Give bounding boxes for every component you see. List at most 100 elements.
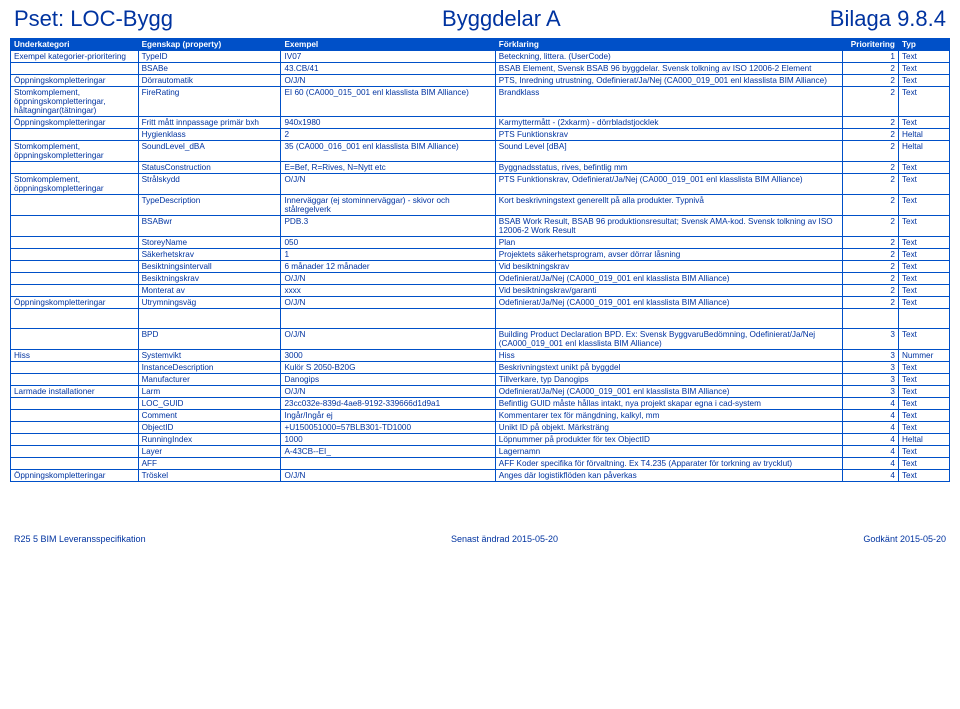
table-row: ManufacturerDanogipsTillverkare, typ Dan… <box>11 374 950 386</box>
table-row <box>11 309 950 329</box>
cell: Strålskydd <box>138 174 281 195</box>
cell: Text <box>898 273 949 285</box>
cell <box>11 410 139 422</box>
table-row: Stomkomplement, öppningskompletteringarS… <box>11 174 950 195</box>
cell: Text <box>898 174 949 195</box>
table-row: AFF AFF Koder specifika för förvaltning. … <box>11 458 950 470</box>
cell: Öppningskompletteringar <box>11 470 139 482</box>
table-body: Exempel kategorier-prioriteringTypeIDIV0… <box>11 51 950 482</box>
table-row: Stomkomplement, öppningskompletteringarS… <box>11 141 950 162</box>
cell: Text <box>898 195 949 216</box>
cell <box>11 446 139 458</box>
table-row: ÖppningskompletteringarTröskelO/J/NAnges… <box>11 470 950 482</box>
header-row: Underkategori Egenskap (property) Exempe… <box>11 39 950 51</box>
cell: Karmyttermått - (2xkarm) - dörrbladstjoc… <box>495 117 842 129</box>
cell: Comment <box>138 410 281 422</box>
cell: 2 <box>842 237 898 249</box>
cell: Öppningskompletteringar <box>11 297 139 309</box>
cell: AFF <box>138 458 281 470</box>
cell: Odefinierat/Ja/Nej (CA000_019_001 enl kl… <box>495 386 842 398</box>
cell <box>11 162 139 174</box>
cell: 2 <box>842 261 898 273</box>
cell <box>11 63 139 75</box>
cell: Text <box>898 374 949 386</box>
cell <box>11 216 139 237</box>
cell: Heltal <box>898 141 949 162</box>
cell: Text <box>898 470 949 482</box>
cell: Text <box>898 261 949 273</box>
cell: Besiktningskrav <box>138 273 281 285</box>
title-right: Bilaga 9.8.4 <box>830 6 946 32</box>
cell: Hygienklass <box>138 129 281 141</box>
cell: Text <box>898 51 949 63</box>
cell: SoundLevel_dBA <box>138 141 281 162</box>
cell <box>11 129 139 141</box>
cell: Heltal <box>898 129 949 141</box>
cell: O/J/N <box>281 273 495 285</box>
cell: Text <box>898 398 949 410</box>
table-row: Larmade installationerLarmO/J/NOdefinier… <box>11 386 950 398</box>
table-row: Hygienklass2PTS Funktionskrav2Heltal <box>11 129 950 141</box>
cell: InstanceDescription <box>138 362 281 374</box>
cell: 2 <box>281 129 495 141</box>
cell: Text <box>898 117 949 129</box>
cell: Text <box>898 410 949 422</box>
cell: Plan <box>495 237 842 249</box>
cell: 4 <box>842 446 898 458</box>
cell <box>281 458 495 470</box>
cell: 6 månader 12 månader <box>281 261 495 273</box>
cell: PTS Funktionskrav <box>495 129 842 141</box>
cell: Byggnadsstatus, rives, befintlig mm <box>495 162 842 174</box>
cell: Innerväggar (ej stominnerväggar) - skivo… <box>281 195 495 216</box>
table-row: ObjectID+U150051000=57BLB301-TD1000Unikt… <box>11 422 950 434</box>
cell: Text <box>898 386 949 398</box>
cell: Monterat av <box>138 285 281 297</box>
cell: E=Bef, R=Rives, N=Nytt etc <box>281 162 495 174</box>
cell: 3 <box>842 329 898 350</box>
cell <box>11 195 139 216</box>
cell <box>11 285 139 297</box>
cell: 2 <box>842 249 898 261</box>
cell: Lagernamn <box>495 446 842 458</box>
cell: 35 (CA000_016_001 enl klasslista BIM All… <box>281 141 495 162</box>
col-header: Underkategori <box>11 39 139 51</box>
cell <box>11 362 139 374</box>
col-header: Förklaring <box>495 39 842 51</box>
title-left: Pset: LOC-Bygg <box>14 6 173 32</box>
footer-center: Senast ändrad 2015-05-20 <box>451 534 558 544</box>
cell: 2 <box>842 297 898 309</box>
cell: 43.CB/41 <box>281 63 495 75</box>
cell: Dörrautomatik <box>138 75 281 87</box>
table-row: Exempel kategorier-prioriteringTypeIDIV0… <box>11 51 950 63</box>
cell: Stomkomplement, öppningskompletteringar <box>11 174 139 195</box>
cell: O/J/N <box>281 386 495 398</box>
cell: Text <box>898 297 949 309</box>
cell: TypeID <box>138 51 281 63</box>
cell: RunningIndex <box>138 434 281 446</box>
cell: Heltal <box>898 434 949 446</box>
cell: Layer <box>138 446 281 458</box>
cell: 3000 <box>281 350 495 362</box>
footer-right: Godkänt 2015-05-20 <box>863 534 946 544</box>
cell: Brandklass <box>495 87 842 117</box>
table-row: StoreyName050Plan2Text <box>11 237 950 249</box>
cell: Projektets säkerhetsprogram, avser dörra… <box>495 249 842 261</box>
cell: Kort beskrivningstext generellt på alla … <box>495 195 842 216</box>
cell: 2 <box>842 285 898 297</box>
cell: Stomkomplement, öppningskompletteringar,… <box>11 87 139 117</box>
cell: BSABwr <box>138 216 281 237</box>
cell: AFF Koder specifika för förvaltning. Ex … <box>495 458 842 470</box>
cell: 23cc032e-839d-4ae8-9192-339666d1d9a1 <box>281 398 495 410</box>
cell <box>11 422 139 434</box>
table-row: ÖppningskompletteringarFritt mått innpas… <box>11 117 950 129</box>
cell: Tröskel <box>138 470 281 482</box>
cell: Systemvikt <box>138 350 281 362</box>
cell: Odefinierat/Ja/Nej (CA000_019_001 enl kl… <box>495 297 842 309</box>
table-row: HissSystemvikt3000Hiss3Nummer <box>11 350 950 362</box>
cell: 3 <box>842 362 898 374</box>
table-row: LOC_GUID23cc032e-839d-4ae8-9192-339666d1… <box>11 398 950 410</box>
cell: BSAB Element, Svensk BSAB 96 byggdelar. … <box>495 63 842 75</box>
cell: 2 <box>842 216 898 237</box>
cell: Utrymningsväg <box>138 297 281 309</box>
cell: 1000 <box>281 434 495 446</box>
